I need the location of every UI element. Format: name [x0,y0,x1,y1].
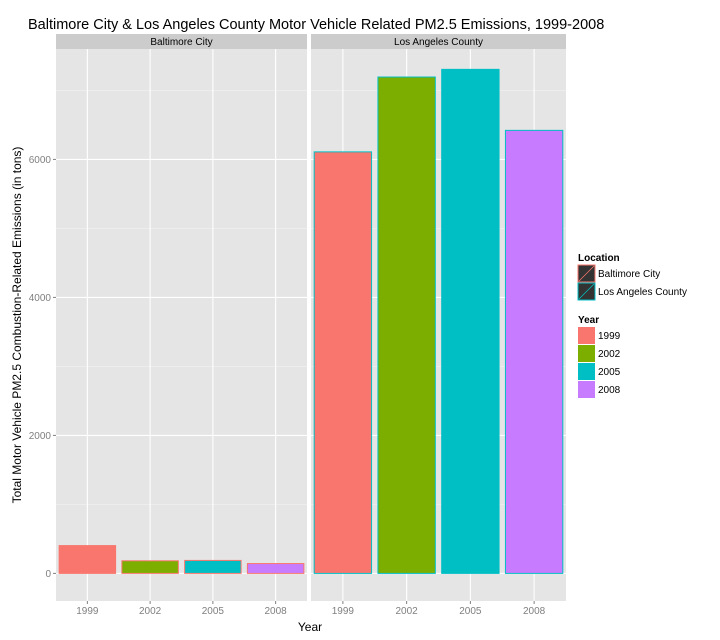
x-tick-label: 2002 [139,606,162,617]
y-tick-label: 4000 [29,293,52,304]
bar-los-angeles-2005 [442,69,499,573]
x-tick-label: 1999 [332,606,355,617]
legend-year: Year 1999 2002 2005 2008 [578,315,621,398]
x-tick-label: 2005 [459,606,482,617]
legend-key-baltimore [578,265,595,282]
legend-key-los-angeles [578,283,595,300]
legend-entry-2008: 2008 [598,385,621,396]
legend-key-2005 [578,363,595,380]
x-tick-label: 1999 [76,606,99,617]
legend-key-2002 [578,345,595,362]
x-tick-label: 2008 [523,606,546,617]
legend-entry-2005: 2005 [598,367,621,378]
legend-entry-los-angeles: Los Angeles County [598,287,687,298]
bar-los-angeles-2002 [378,77,435,573]
legend-key-1999 [578,327,595,344]
legend-location-title: Location [578,253,620,264]
y-tick-label: 0 [45,569,51,580]
bar-baltimore-2002 [122,561,178,574]
x-tick-label: 2008 [265,606,288,617]
x-tick-label: 2005 [202,606,225,617]
bar-baltimore-2008 [247,564,303,574]
panel-baltimore [56,49,307,601]
bar-baltimore-1999 [59,546,115,574]
legend-entry-baltimore: Baltimore City [598,269,660,280]
facet-label-los-angeles: Los Angeles County [394,37,483,48]
bar-baltimore-2005 [185,560,241,573]
facet-label-baltimore: Baltimore City [150,37,212,48]
chart-title: Baltimore City & Los Angeles County Moto… [28,17,604,33]
legend-entry-2002: 2002 [598,349,621,360]
legend-year-title: Year [578,315,599,326]
x-tick-label: 2002 [396,606,419,617]
y-tick-label: 2000 [29,431,52,442]
bar-los-angeles-2008 [505,130,562,573]
x-axis-label: Year [298,620,322,634]
y-axis-label: Total Motor Vehicle PM2.5 Combustion-Rel… [10,147,24,504]
bar-los-angeles-1999 [314,152,371,574]
y-tick-label: 6000 [29,155,52,166]
legend-location: Location Baltimore City Los Angeles Coun… [578,253,687,300]
legend-entry-1999: 1999 [598,331,621,342]
legend-key-2008 [578,381,595,398]
